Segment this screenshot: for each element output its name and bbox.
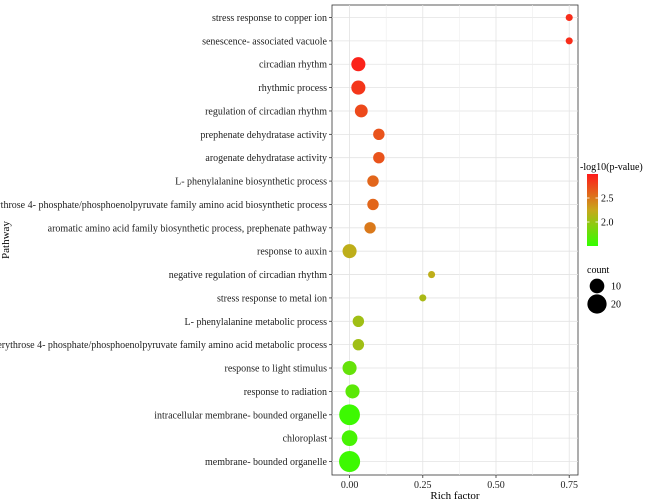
color-legend-ticks: 2.0 2.5 bbox=[587, 194, 614, 229]
y-tick-label: chloroplast bbox=[283, 434, 328, 445]
data-point bbox=[373, 128, 385, 141]
data-point bbox=[351, 57, 366, 72]
y-tick-label: response to light stimulus bbox=[225, 364, 328, 375]
data-point bbox=[351, 80, 366, 95]
x-tick-label: 0.50 bbox=[487, 480, 505, 491]
y-tick-label: arogenate dehydratase activity bbox=[205, 153, 327, 164]
x-axis-title: Rich factor bbox=[430, 490, 480, 501]
data-point bbox=[352, 315, 365, 328]
data-point bbox=[342, 360, 357, 376]
y-tick-label: L- phenylalanine biosynthetic process bbox=[175, 177, 327, 188]
y-tick-label: negative regulation of circadian rhythm bbox=[169, 270, 327, 281]
data-point bbox=[339, 450, 361, 473]
color-legend-bar bbox=[587, 174, 598, 246]
y-tick-label: regulation of circadian rhythm bbox=[205, 106, 327, 117]
color-legend-title: -log10(p-value) bbox=[580, 162, 643, 173]
size-legend-title: count bbox=[587, 265, 609, 276]
data-point bbox=[339, 404, 360, 426]
y-tick-label: prephenate dehydratase activity bbox=[200, 130, 327, 141]
size-legend-label: 20 bbox=[611, 300, 621, 311]
x-tick-label: 0.00 bbox=[341, 480, 359, 491]
y-tick-label: circadian rhythm bbox=[259, 60, 327, 71]
data-point bbox=[345, 384, 360, 399]
data-point bbox=[428, 271, 436, 279]
data-point bbox=[419, 294, 427, 302]
color-legend-tick-label: 2.5 bbox=[601, 194, 614, 205]
y-tick-label: L- phenylalanine metabolic process bbox=[185, 317, 328, 328]
data-point bbox=[367, 198, 379, 211]
color-legend-tick-label: 2.0 bbox=[601, 218, 614, 229]
x-tick-label: 0.25 bbox=[414, 480, 432, 491]
y-tick-labels: stress response to copper ion senescence-… bbox=[0, 13, 332, 468]
size-legend-point bbox=[589, 278, 605, 294]
y-tick-label: aromatic amino acid family biosynthetic … bbox=[48, 223, 327, 234]
color-legend: -log10(p-value) 2.0 2.5 bbox=[580, 162, 643, 246]
data-point bbox=[565, 37, 573, 45]
data-point bbox=[352, 338, 365, 351]
data-points bbox=[339, 13, 573, 473]
x-tick-label: 0.75 bbox=[560, 480, 578, 491]
y-tick-label: rhythmic process bbox=[258, 83, 327, 94]
data-point bbox=[373, 151, 385, 164]
data-point bbox=[364, 222, 376, 234]
y-tick-label: stress response to copper ion bbox=[212, 13, 327, 24]
data-point bbox=[342, 244, 357, 259]
y-tick-label: membrane- bounded organelle bbox=[205, 457, 328, 468]
y-tick-label: intracellular membrane- bounded organell… bbox=[154, 410, 327, 421]
y-tick-label: stress response to metal ion bbox=[217, 293, 327, 304]
data-point bbox=[341, 430, 358, 446]
size-legend-label: 10 bbox=[611, 282, 621, 293]
size-legend-point bbox=[587, 294, 607, 314]
y-tick-label: erythrose 4- phosphate/phosphoenolpyruva… bbox=[0, 200, 327, 211]
size-legend-items: 10 20 bbox=[587, 278, 621, 314]
y-tick-label: erythrose 4- phosphate/phosphoenolpyruva… bbox=[0, 340, 327, 351]
y-tick-label: senescence- associated vacuole bbox=[202, 36, 327, 47]
y-axis-title: Pathway bbox=[0, 221, 12, 259]
size-legend: count 10 20 bbox=[587, 265, 621, 314]
data-point bbox=[354, 104, 368, 118]
data-point bbox=[367, 175, 379, 187]
x-ticks: 0.00 0.25 0.50 0.75 bbox=[341, 475, 578, 491]
data-point bbox=[565, 13, 573, 22]
y-tick-label: response to auxin bbox=[257, 247, 327, 258]
y-tick-label: response to radiation bbox=[244, 387, 327, 398]
plot-panel bbox=[331, 4, 579, 476]
